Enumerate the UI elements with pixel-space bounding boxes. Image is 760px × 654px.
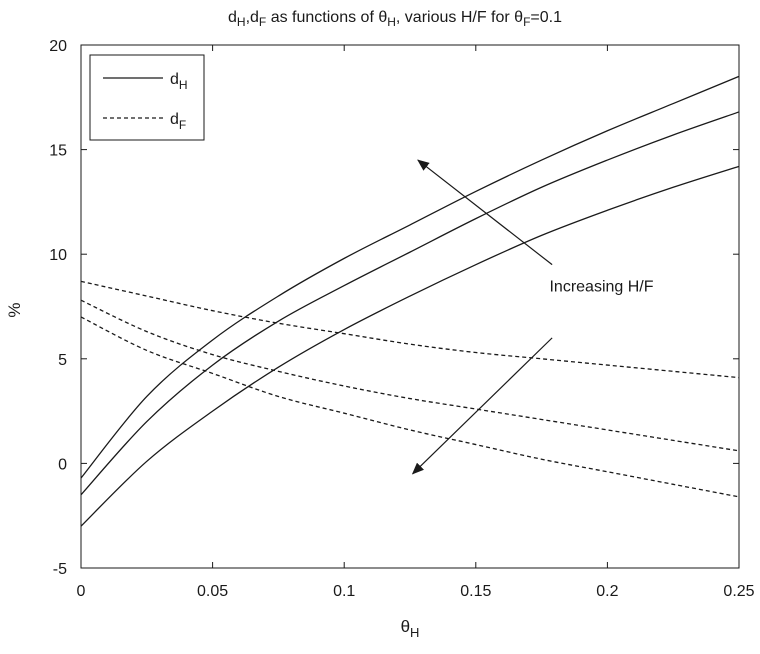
plot-series <box>80 75 740 527</box>
series-line-2-solid <box>80 111 740 496</box>
legend-box <box>89 54 205 141</box>
annotation-label: Increasing H/F <box>549 279 653 296</box>
series-line-3-solid <box>80 165 740 527</box>
y-tick-label: 15 <box>49 143 67 160</box>
x-tick-label: 0.2 <box>596 583 618 600</box>
x-tick-label: 0.1 <box>333 583 355 600</box>
plot-frame <box>80 44 740 569</box>
y-tick-label: 5 <box>58 352 67 369</box>
y-tick-label: 10 <box>49 247 67 264</box>
series-line-6-dashed <box>80 316 740 498</box>
x-tick-label: 0.05 <box>197 583 228 600</box>
x-axis: 0 0.05 0.1 0.15 0.2 0.25 <box>77 45 755 600</box>
series-line-4-dashed <box>80 280 740 379</box>
x-tick-label: 0 <box>77 583 86 600</box>
series-line-5-dashed <box>80 299 740 452</box>
series-line-1-solid <box>80 75 740 479</box>
y-tick-label: -5 <box>53 561 67 578</box>
y-tick-label: 20 <box>49 38 67 55</box>
x-tick-label: 0.15 <box>460 583 491 600</box>
y-axis-label: % <box>5 302 24 317</box>
legend-label-dh: dH <box>170 71 188 92</box>
x-axis-label: θH <box>401 617 420 640</box>
legend-label-df: dF <box>170 111 186 132</box>
x-tick-label: 0.25 <box>723 583 754 600</box>
y-tick-label: 0 <box>58 456 67 473</box>
annotation-arrow-1 <box>417 159 553 266</box>
annotations: Increasing H/F <box>411 159 654 475</box>
legend: dH dF <box>89 54 205 141</box>
annotation-arrow-2 <box>411 337 553 475</box>
y-axis: -5 0 5 10 15 20 <box>49 38 739 578</box>
chart-title: dH,dF as functions of θH, various H/F fo… <box>228 9 562 29</box>
